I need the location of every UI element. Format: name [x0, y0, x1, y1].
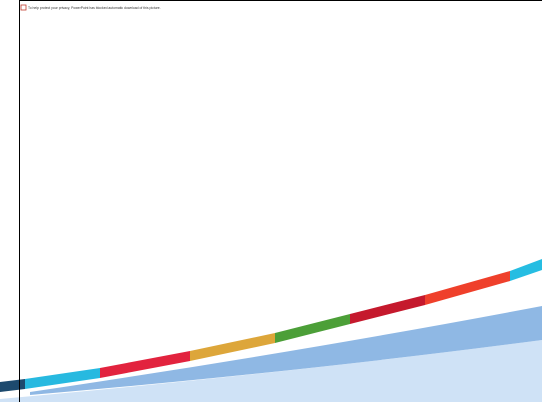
- ribbon-segment: [350, 295, 425, 324]
- ribbon-segment: [100, 351, 190, 378]
- ribbon-segment: [190, 333, 275, 361]
- ribbon-segment: [25, 368, 100, 389]
- ribbon-segment: [510, 259, 542, 281]
- medium-wave: [30, 306, 542, 395]
- privacy-notice: To help protect your privacy, PowerPoint…: [28, 6, 161, 10]
- ribbon-segment: [425, 271, 510, 305]
- ribbon-segment: [275, 314, 350, 343]
- broken-image-icon: [20, 4, 27, 11]
- light-wave: [0, 340, 542, 402]
- ribbon-segment: [0, 379, 25, 392]
- ribbon: [0, 259, 542, 392]
